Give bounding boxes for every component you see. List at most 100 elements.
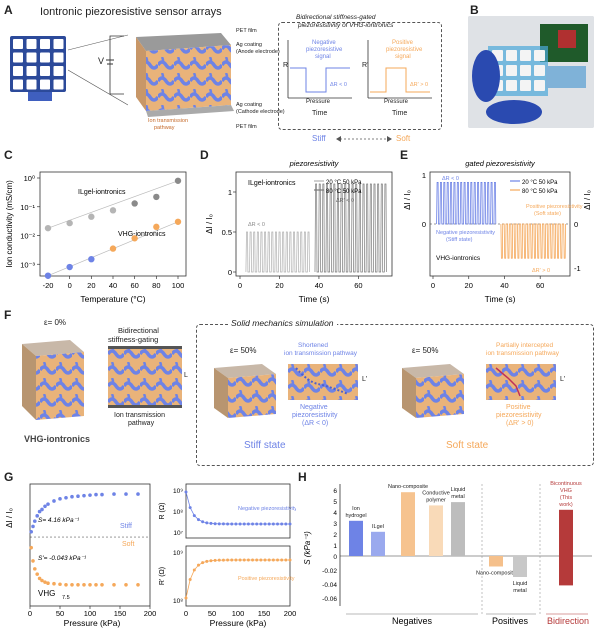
y-tick-label: 6 xyxy=(333,488,337,495)
x-tick-label: 20 xyxy=(275,281,283,290)
pet-film-bottom: PET film xyxy=(236,124,257,130)
data-point xyxy=(184,490,188,494)
series-line xyxy=(436,182,497,225)
partial-label: Partially intercepted xyxy=(496,342,554,349)
bar-label: hydrogel xyxy=(345,513,366,519)
series-label-ilgel: ILgel-iontronics xyxy=(78,189,126,196)
curve-label: Positive piezoresistivity xyxy=(238,576,295,582)
series-line xyxy=(314,183,387,273)
sensor-pixel-photo xyxy=(534,65,545,76)
eps-0-label: ε= 0% xyxy=(44,318,67,327)
x-tick-label: 40 xyxy=(500,281,508,290)
data-point xyxy=(82,493,86,498)
axes-frame xyxy=(235,171,393,277)
vhg-subscript: 7.5 xyxy=(62,595,70,601)
partial-label-2: ion transmission pathway xyxy=(486,350,559,357)
data-point xyxy=(238,558,242,562)
data-point xyxy=(136,492,140,496)
data-point xyxy=(43,504,47,509)
pos-signal-label-3: signal xyxy=(395,54,411,60)
y-tick-label: -0.02 xyxy=(322,568,337,575)
y-tick-label: -0.06 xyxy=(322,596,337,603)
delta-r-pos: ΔR' > 0 xyxy=(410,82,429,88)
sensor-pixel-photo xyxy=(520,80,531,91)
neg-signal-label-3: signal xyxy=(315,54,331,60)
x-tick-label: 100 xyxy=(84,609,97,618)
group-positives: Positives xyxy=(492,616,529,626)
data-point xyxy=(201,561,205,565)
data-point xyxy=(251,522,255,526)
data-point xyxy=(209,559,213,563)
data-point xyxy=(131,235,138,242)
y-tick-label: 2 xyxy=(333,532,337,539)
neg-signal-label: Negative xyxy=(312,40,336,46)
data-point xyxy=(44,224,52,232)
soft-cube xyxy=(402,364,464,418)
y-axis-title: R (Ω) xyxy=(159,503,166,520)
eps-50-soft: ε= 50% xyxy=(412,346,439,355)
data-point xyxy=(35,572,39,576)
pos-label: Positive piezoresistivity xyxy=(526,204,583,210)
data-point xyxy=(230,522,234,526)
bar-label: metal xyxy=(513,588,526,594)
data-point xyxy=(112,492,116,496)
data-point xyxy=(234,558,238,562)
data-point xyxy=(217,522,221,526)
data-point xyxy=(88,255,95,263)
data-point xyxy=(66,219,73,227)
sensor-pixel-photo xyxy=(520,65,531,76)
data-point xyxy=(124,492,128,496)
series-line xyxy=(245,231,310,273)
data-point xyxy=(94,492,98,497)
data-point xyxy=(259,522,263,526)
pos-f-3: (ΔR' > 0) xyxy=(506,420,534,427)
stiff-zoom xyxy=(288,364,358,400)
x-tick-label: 0 xyxy=(28,609,32,618)
data-point xyxy=(31,524,35,529)
data-point xyxy=(46,581,50,585)
x-tick-label: 0 xyxy=(184,609,188,618)
data-point xyxy=(112,582,116,587)
dr-prime-label: ΔR' < 0 xyxy=(336,198,354,204)
zoom-lines xyxy=(68,34,128,106)
data-point xyxy=(280,558,284,562)
y-tick-label: 1 xyxy=(228,188,232,197)
simulation-title: Solid mechanics simulation xyxy=(228,318,337,328)
vhg-iontronics-label: VHG-iontronics xyxy=(24,434,91,444)
neg-signal-label-2: piezoresistive xyxy=(306,47,343,53)
data-point xyxy=(29,529,33,534)
x-tick-label: 20 xyxy=(465,281,473,290)
panel-label-g: G xyxy=(4,470,14,484)
bidir-title-2: piezoresistivity of VHG-iontronics xyxy=(298,22,394,29)
bar xyxy=(371,531,385,556)
data-point xyxy=(153,223,160,231)
data-point xyxy=(263,558,267,562)
x-tick-label: -20 xyxy=(43,281,54,290)
sensor-pixel xyxy=(40,52,50,63)
y-tick-label: 0 xyxy=(422,220,426,229)
ion-pathway-f: Ion transmission xyxy=(114,412,165,419)
data-point xyxy=(174,177,182,184)
bar-label: (This xyxy=(560,495,572,501)
y-tick-label: 10⁻¹ xyxy=(20,203,35,212)
gating-label-2: stiffness-gating xyxy=(108,335,159,344)
data-point xyxy=(94,582,98,587)
y-tick-label: 10⁹ xyxy=(173,550,183,557)
sensor-pixel-photo xyxy=(506,65,517,76)
x-tick-label: 50 xyxy=(56,609,64,618)
neg-label-2: (Stiff state) xyxy=(446,237,473,243)
y-tick-label: 0 xyxy=(228,268,232,277)
x-tick-label: 40 xyxy=(315,281,323,290)
data-point xyxy=(43,580,47,584)
x-tick-label: 60 xyxy=(536,281,544,290)
y-tick-label: 10⁸ xyxy=(173,509,183,516)
y-tick-label: 10⁹ xyxy=(173,488,183,495)
sensor-pixel xyxy=(40,66,50,76)
data-point xyxy=(70,494,74,499)
bidir-title: Bidirectional stiffness-gated xyxy=(294,14,378,21)
bar xyxy=(559,556,573,586)
data-point xyxy=(196,563,200,567)
time-label-1: Time xyxy=(312,110,328,117)
y-axis-title: S (kPa⁻¹) xyxy=(303,531,312,565)
data-point xyxy=(37,509,42,514)
